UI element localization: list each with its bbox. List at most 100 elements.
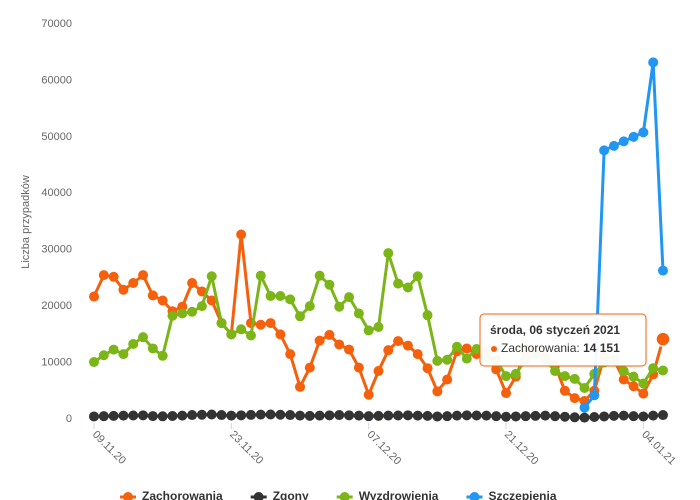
point [177,308,188,319]
point [206,409,217,420]
point [245,330,256,341]
point [628,371,639,382]
point [353,308,364,319]
point [89,357,99,368]
legend-marker [469,492,480,500]
tooltip-title: środa, 06 styczeń 2021 [490,323,620,337]
point [432,386,443,397]
point [657,265,668,276]
point [236,324,247,335]
point [579,382,590,393]
legend-marker [339,492,350,500]
point [167,310,178,321]
point [98,350,109,361]
point [334,339,345,350]
point [638,411,649,422]
tooltip-label: Zachorowania: [501,341,580,355]
y-tick-label: 20000 [41,300,72,312]
point [618,136,629,147]
y-tick-label: 70000 [41,18,72,30]
point [138,332,149,343]
point [501,371,512,382]
point [618,410,629,421]
point [442,374,453,385]
point [353,410,364,421]
point [599,411,610,422]
point [206,295,217,306]
point [295,410,306,421]
point [304,362,315,373]
y-tick-label: 50000 [41,131,72,143]
legend-label: Zgony [273,489,309,500]
point [608,140,619,151]
point [402,410,413,421]
point [255,319,266,330]
point [167,410,178,421]
point [206,271,217,282]
point [530,410,541,421]
point [226,329,237,340]
point [628,381,639,392]
point [108,271,119,282]
point [599,145,610,156]
point [344,292,355,303]
point [461,343,472,354]
point [196,409,207,420]
x-tick-label: 07.12.20 [365,429,404,468]
point [412,410,423,421]
point [608,410,619,421]
point [638,378,649,389]
point [412,271,423,282]
point [363,411,374,422]
tooltip-line: Zachorowania: 14 151 [501,341,620,355]
point [628,131,639,142]
point [295,311,306,322]
point [324,279,335,290]
point [177,410,188,421]
point [147,290,158,301]
tooltip: środa, 06 styczeń 2021 Zachorowania: 14 … [479,313,647,367]
y-tick-label: 60000 [41,74,72,86]
point [412,349,423,360]
point [128,338,139,349]
point [589,390,600,401]
point [422,363,433,374]
point [451,410,462,421]
point [393,410,404,421]
point [559,371,570,382]
point [236,410,247,421]
point [314,270,325,281]
point [383,410,394,421]
point [402,282,413,293]
point [295,381,306,392]
point [491,411,502,422]
point [245,409,256,420]
tooltip-dot [491,346,497,352]
y-tick-label: 10000 [41,356,72,368]
point [471,344,482,355]
point [89,291,99,302]
point [442,411,453,422]
point [628,411,639,422]
point [569,393,580,404]
point [118,410,129,421]
point [510,411,521,422]
point [550,366,561,377]
point [402,340,413,351]
point [118,349,129,360]
point [501,388,512,399]
x-tick-label: 04.01.21 [639,429,678,468]
point [275,329,286,340]
point [108,410,119,421]
point [89,411,99,422]
point [579,402,590,413]
x-tick-label: 09.11.20 [90,429,128,467]
point [432,355,443,366]
point [255,270,266,281]
point [128,278,139,289]
point [461,353,472,364]
point [187,410,198,421]
point [196,301,207,312]
tooltip-box [479,313,647,367]
